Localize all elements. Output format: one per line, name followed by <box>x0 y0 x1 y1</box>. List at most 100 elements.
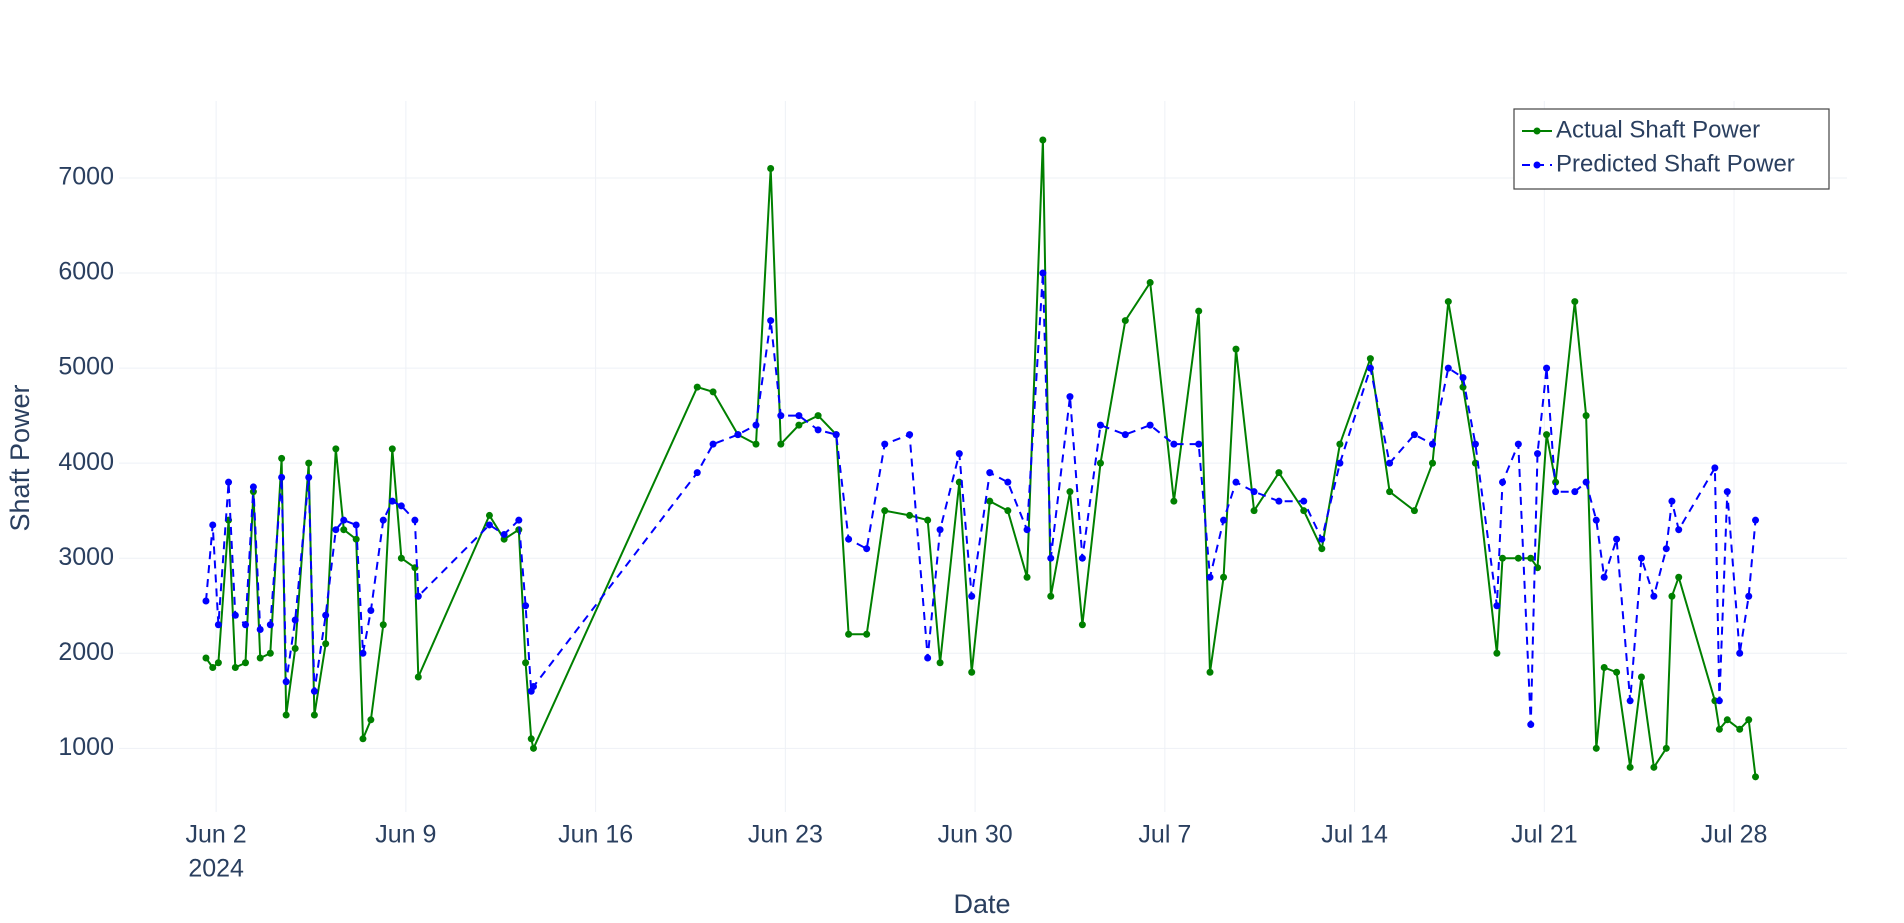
data-point <box>936 659 944 667</box>
data-point <box>1078 621 1086 629</box>
series-line <box>205 272 1757 725</box>
data-point <box>379 516 387 524</box>
data-point <box>1023 573 1031 581</box>
data-point <box>310 687 318 695</box>
data-point <box>1336 459 1344 467</box>
data-point <box>1250 488 1258 496</box>
data-point <box>241 621 249 629</box>
data-point <box>986 469 994 477</box>
data-point <box>256 654 264 662</box>
data-point <box>1637 673 1645 681</box>
data-point <box>1626 697 1634 705</box>
data-point <box>305 459 313 467</box>
data-point <box>1626 763 1634 771</box>
data-point <box>709 388 717 396</box>
data-point <box>1386 488 1394 496</box>
y-tick-label: 6000 <box>58 258 114 286</box>
data-point <box>209 521 217 529</box>
data-point <box>1582 478 1590 486</box>
data-point <box>1662 744 1670 752</box>
data-point <box>1386 459 1394 467</box>
data-point <box>1004 507 1012 515</box>
data-point <box>1220 516 1228 524</box>
data-point <box>411 516 419 524</box>
data-point <box>1662 545 1670 553</box>
data-point <box>777 412 785 420</box>
legend-marker <box>1533 161 1541 169</box>
data-point <box>1613 668 1621 676</box>
data-point <box>340 526 348 534</box>
data-point <box>1582 412 1590 420</box>
data-point <box>225 478 233 486</box>
data-point <box>1444 364 1452 372</box>
data-point <box>906 431 914 439</box>
y-tick-label: 2000 <box>58 638 114 666</box>
data-point <box>1047 554 1055 562</box>
data-point <box>1459 374 1467 382</box>
data-point <box>968 592 976 600</box>
data-point <box>1745 592 1753 600</box>
data-point <box>1195 440 1203 448</box>
data-point <box>1552 478 1560 486</box>
y-tick-label: 3000 <box>58 543 114 571</box>
data-point <box>367 606 375 614</box>
data-point <box>863 630 871 638</box>
data-point <box>1711 464 1719 472</box>
data-point <box>1637 554 1645 562</box>
data-point <box>414 673 422 681</box>
data-point <box>202 597 210 605</box>
grid <box>119 101 1847 812</box>
data-point <box>1668 592 1676 600</box>
data-point <box>388 445 396 453</box>
data-point <box>241 659 249 667</box>
data-point <box>832 431 840 439</box>
data-point <box>340 516 348 524</box>
data-point <box>522 602 530 610</box>
data-point <box>266 649 274 657</box>
data-point <box>1366 364 1374 372</box>
data-point <box>1752 773 1760 781</box>
data-point <box>266 621 274 629</box>
data-point <box>359 649 367 657</box>
data-point <box>367 716 375 724</box>
data-point <box>1527 721 1535 729</box>
data-point <box>1592 744 1600 752</box>
data-point <box>936 526 944 534</box>
data-point <box>1600 664 1608 672</box>
data-point <box>795 412 803 420</box>
data-point <box>1493 649 1501 657</box>
data-point <box>1715 697 1723 705</box>
data-point <box>352 535 360 543</box>
data-point <box>1066 393 1074 401</box>
data-point <box>1195 307 1203 315</box>
data-point <box>845 535 853 543</box>
data-point <box>1444 298 1452 306</box>
x-tick-label: Jun 2 <box>186 821 247 849</box>
data-point <box>527 735 535 743</box>
data-point <box>529 683 537 691</box>
legend: Actual Shaft Power Predicted Shaft Power <box>1513 108 1830 190</box>
data-point <box>1723 488 1731 496</box>
data-point <box>515 516 523 524</box>
data-point <box>986 497 994 505</box>
data-point <box>359 735 367 743</box>
data-point <box>332 445 340 453</box>
data-point <box>924 654 932 662</box>
data-point <box>1220 573 1228 581</box>
data-point <box>1543 364 1551 372</box>
data-point <box>752 421 760 429</box>
data-point <box>1410 507 1418 515</box>
data-point <box>332 526 340 534</box>
data-point <box>1096 459 1104 467</box>
data-point <box>1592 516 1600 524</box>
data-point <box>1023 526 1031 534</box>
data-point <box>352 521 360 529</box>
data-point <box>1275 497 1283 505</box>
data-point <box>1552 488 1560 496</box>
x-axis-title: Date <box>953 889 1010 918</box>
y-tick-label: 5000 <box>58 353 114 381</box>
data-point <box>1250 507 1258 515</box>
y-axis-title: Shaft Power <box>5 384 35 531</box>
data-point <box>1534 450 1542 458</box>
